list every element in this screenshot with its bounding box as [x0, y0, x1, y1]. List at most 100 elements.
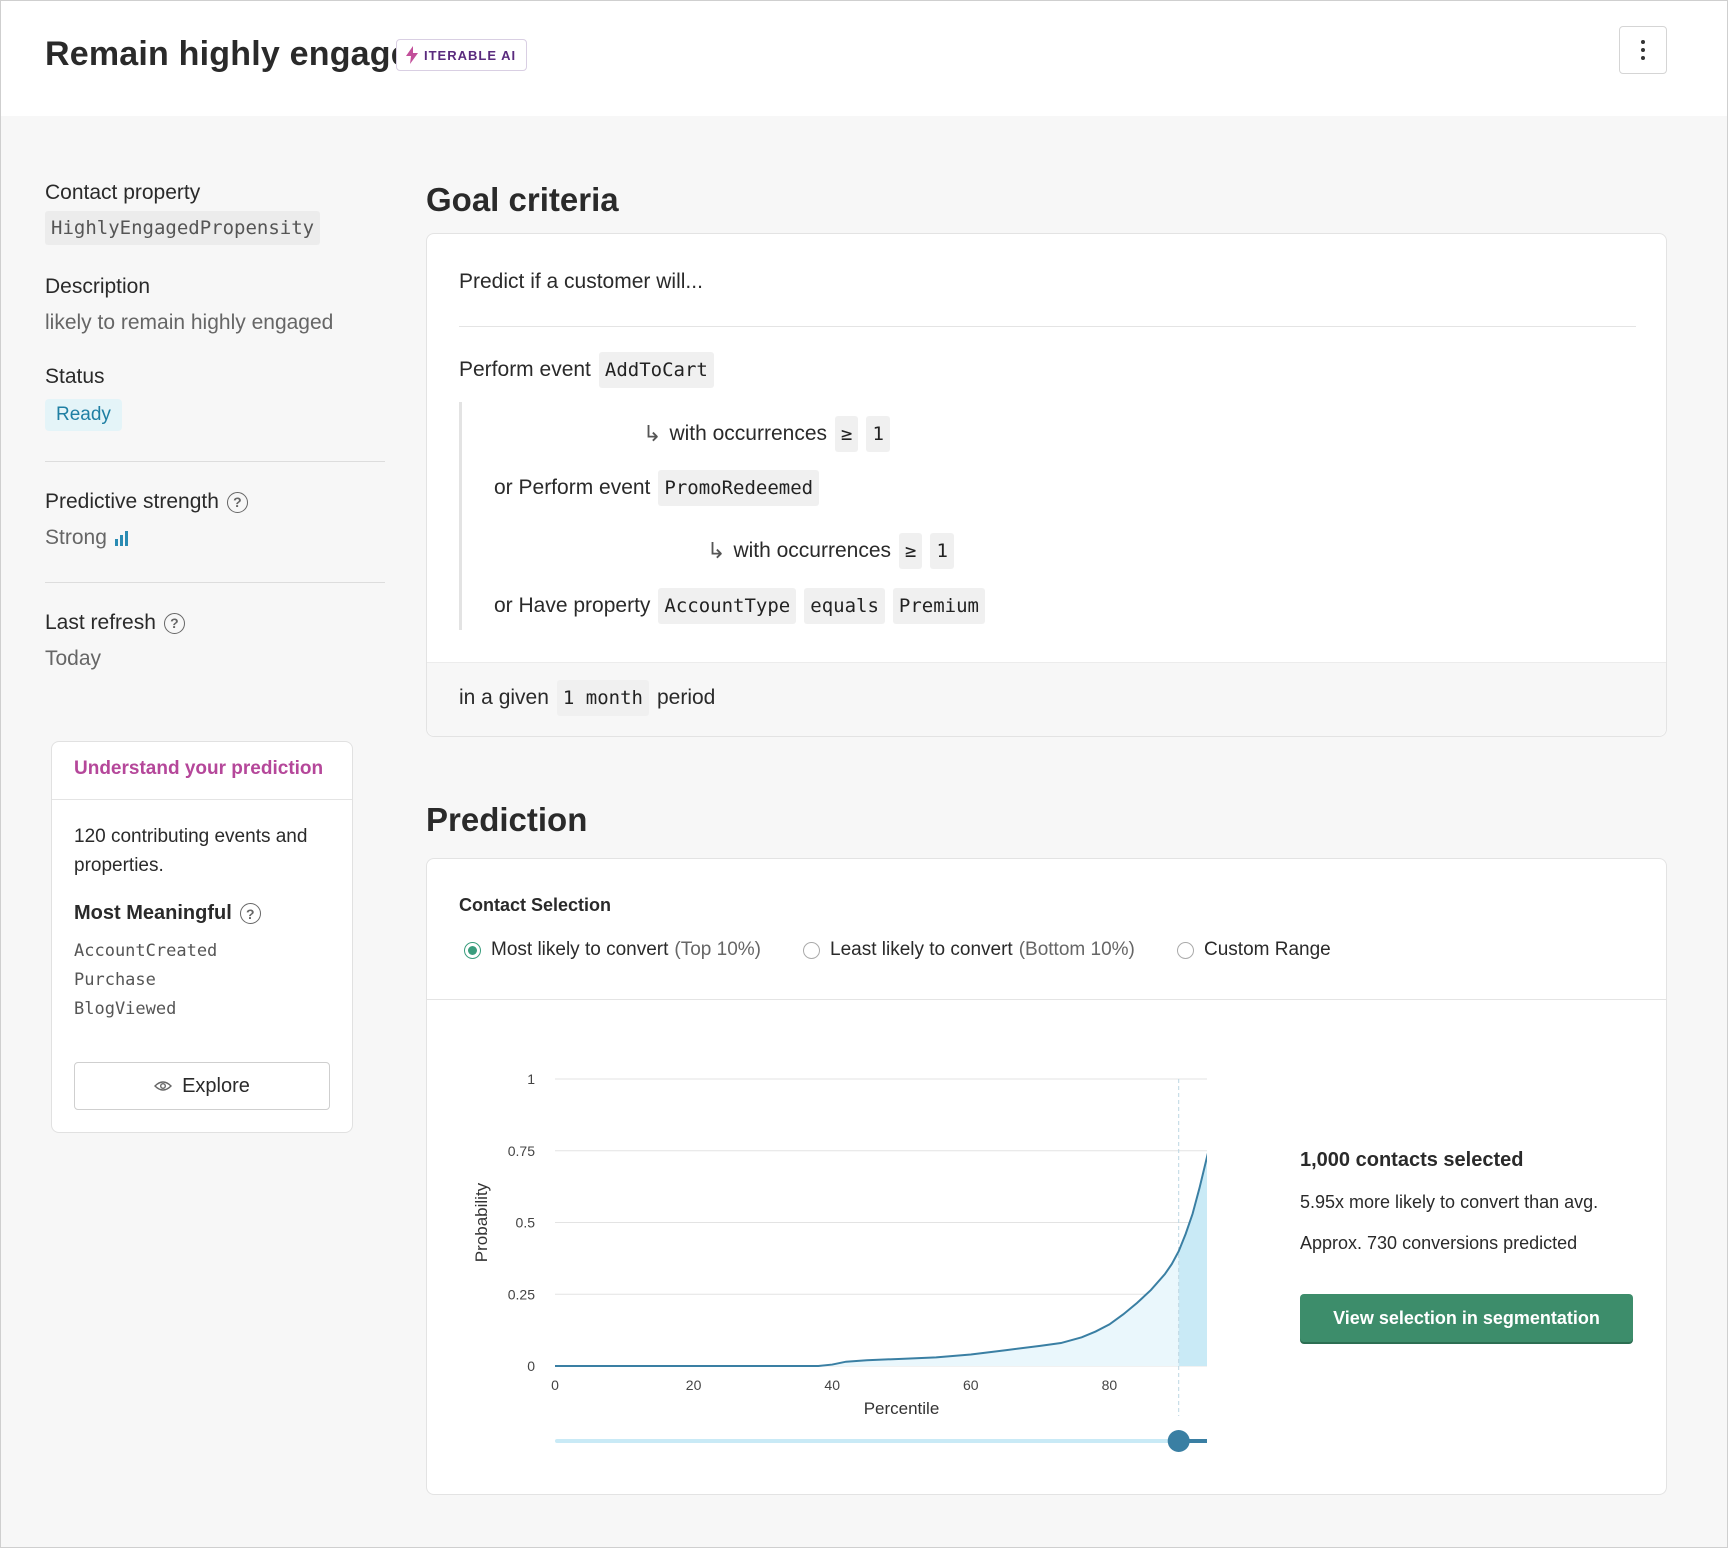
contributing-summary: 120 contributing events and properties. — [74, 826, 308, 876]
prediction-card: Contact Selection Most likely to convert… — [426, 858, 1667, 1495]
radio-button[interactable] — [803, 941, 820, 959]
predictive-strength-value: Strong — [45, 526, 385, 550]
goal-divider — [459, 326, 1636, 327]
x-tick-label: 40 — [824, 1377, 840, 1393]
iterable-ai-badge: ITERABLE AI — [396, 39, 528, 71]
help-icon[interactable]: ? — [239, 903, 261, 924]
criteria-row-event1: Perform event AddToCart — [459, 352, 714, 388]
occurrence-label: with occurrences — [669, 422, 827, 445]
range-slider-handle[interactable] — [1167, 1430, 1190, 1452]
goal-criteria-title: Goal criteria — [426, 181, 619, 218]
selected-area — [1178, 1156, 1207, 1366]
operator-chip[interactable]: ≥ — [899, 533, 923, 569]
help-icon[interactable]: ? — [226, 491, 248, 513]
goal-intro: Predict if a customer will... — [459, 270, 703, 293]
y-axis-label: Probability — [472, 1182, 491, 1262]
radio-button[interactable] — [464, 941, 481, 959]
list-item: AccountCreated — [74, 941, 218, 961]
lightning-icon — [406, 46, 418, 64]
likelihood-text: 5.95x more likely to convert than avg. — [1300, 1192, 1599, 1212]
last-refresh-value: Today — [45, 647, 102, 670]
prediction-title: Prediction — [426, 801, 588, 838]
understand-title: Understand your prediction — [52, 742, 352, 800]
occurrence-label: with occurrences — [733, 539, 891, 562]
contact-property-label: Contact property — [45, 181, 201, 204]
probability-chart: 00.250.50.751020406080100PercentileProba… — [472, 1071, 1207, 1452]
event-chip[interactable]: AddToCart — [598, 352, 714, 388]
criteria-group-bar — [459, 402, 462, 630]
property-operator-chip[interactable]: equals — [804, 588, 885, 624]
property-chip[interactable]: AccountType — [658, 588, 797, 624]
curve-area — [555, 1156, 1207, 1366]
badge-label: ITERABLE AI — [424, 47, 517, 63]
conversions-text: Approx. 730 conversions predicted — [1300, 1233, 1578, 1253]
help-icon[interactable]: ? — [163, 612, 185, 634]
occurrence-value-chip[interactable]: 1 — [866, 416, 890, 452]
contacts-selected: 1,000 contacts selected — [1300, 1149, 1524, 1171]
view-segmentation-button[interactable]: View selection in segmentation — [1300, 1294, 1633, 1342]
return-arrow-icon: ↳ — [643, 421, 662, 446]
page-title: Remain highly engaged — [45, 35, 431, 73]
description-value: likely to remain highly engaged — [45, 311, 334, 334]
eye-icon — [154, 1081, 173, 1091]
or-perform-event-label: or Perform event — [494, 476, 651, 499]
page-header: Remain highly engaged ITERABLE AI — [1, 1, 1727, 116]
most-meaningful-text: Most Meaningful — [74, 902, 232, 924]
last-refresh-label: Last refresh ? — [45, 611, 385, 635]
occurrence-value-chip[interactable]: 1 — [930, 533, 954, 569]
y-tick-label: 0.75 — [508, 1143, 535, 1159]
period-chip[interactable]: 1 month — [556, 680, 649, 716]
occurrence-row-2: ↳ with occurrences ≥ 1 — [707, 533, 954, 569]
y-tick-label: 1 — [527, 1071, 535, 1087]
x-tick-label: 0 — [551, 1377, 559, 1393]
sidebar-divider — [45, 582, 385, 583]
period-row: in a given 1 month period — [459, 680, 715, 716]
property-value-chip[interactable]: Premium — [892, 588, 985, 624]
x-axis-label: Percentile — [864, 1399, 940, 1418]
radio-label: Least likely to convert — [830, 939, 1013, 960]
return-arrow-icon: ↳ — [707, 538, 726, 563]
probability-line — [555, 1152, 1207, 1367]
radio-custom-range[interactable]: Custom Range — [1177, 939, 1331, 961]
perform-event-label: Perform event — [459, 358, 591, 381]
event-chip[interactable]: PromoRedeemed — [658, 470, 820, 506]
explore-button[interactable]: Explore — [74, 1062, 330, 1110]
radio-top-10[interactable]: Most likely to convert (Top 10%) — [464, 939, 761, 961]
list-item: Purchase — [74, 970, 156, 990]
selection-stats: 1,000 contacts selected 5.95x more likel… — [1300, 1149, 1598, 1254]
list-item: BlogViewed — [74, 999, 177, 1019]
criteria-row-event2: or Perform event PromoRedeemed — [494, 470, 820, 506]
details-sidebar: Contact property HighlyEngagedPropensity… — [45, 181, 385, 671]
understand-prediction-card: Understand your prediction 120 contribut… — [51, 741, 353, 1133]
radio-bottom-10[interactable]: Least likely to convert (Bottom 10%) — [803, 939, 1135, 961]
goal-criteria-card: Predict if a customer will... Perform ev… — [426, 233, 1667, 737]
radio-sublabel: (Bottom 10%) — [1018, 939, 1135, 960]
strength-text: Strong — [45, 526, 107, 549]
meaningful-list: AccountCreated Purchase BlogViewed — [74, 937, 330, 1024]
radio-label: Custom Range — [1204, 939, 1331, 960]
radio-button[interactable] — [1177, 941, 1194, 959]
x-tick-label: 60 — [963, 1377, 979, 1393]
x-tick-label: 20 — [686, 1377, 702, 1393]
predictive-strength-text: Predictive strength — [45, 490, 219, 513]
y-tick-label: 0.25 — [508, 1286, 535, 1302]
or-have-property-label: or Have property — [494, 594, 651, 617]
criteria-row-property: or Have property AccountType equals Prem… — [494, 588, 985, 624]
signal-strength-icon — [114, 530, 128, 546]
kebab-icon[interactable] — [1619, 26, 1667, 74]
last-refresh-text: Last refresh — [45, 611, 156, 634]
period-suffix: period — [656, 686, 716, 709]
y-tick-label: 0.5 — [516, 1215, 536, 1231]
sidebar-divider — [45, 461, 385, 462]
explore-label: Explore — [182, 1074, 250, 1097]
x-tick-label: 80 — [1102, 1377, 1118, 1393]
radio-label: Most likely to convert — [491, 939, 669, 960]
period-footer: in a given 1 month period — [427, 662, 1666, 736]
prediction-divider — [427, 999, 1666, 1000]
radio-sublabel: (Top 10%) — [674, 939, 762, 960]
status-label: Status — [45, 365, 105, 388]
most-meaningful-label: Most Meaningful ? — [74, 902, 330, 925]
operator-chip[interactable]: ≥ — [835, 416, 859, 452]
description-label: Description — [45, 275, 151, 298]
